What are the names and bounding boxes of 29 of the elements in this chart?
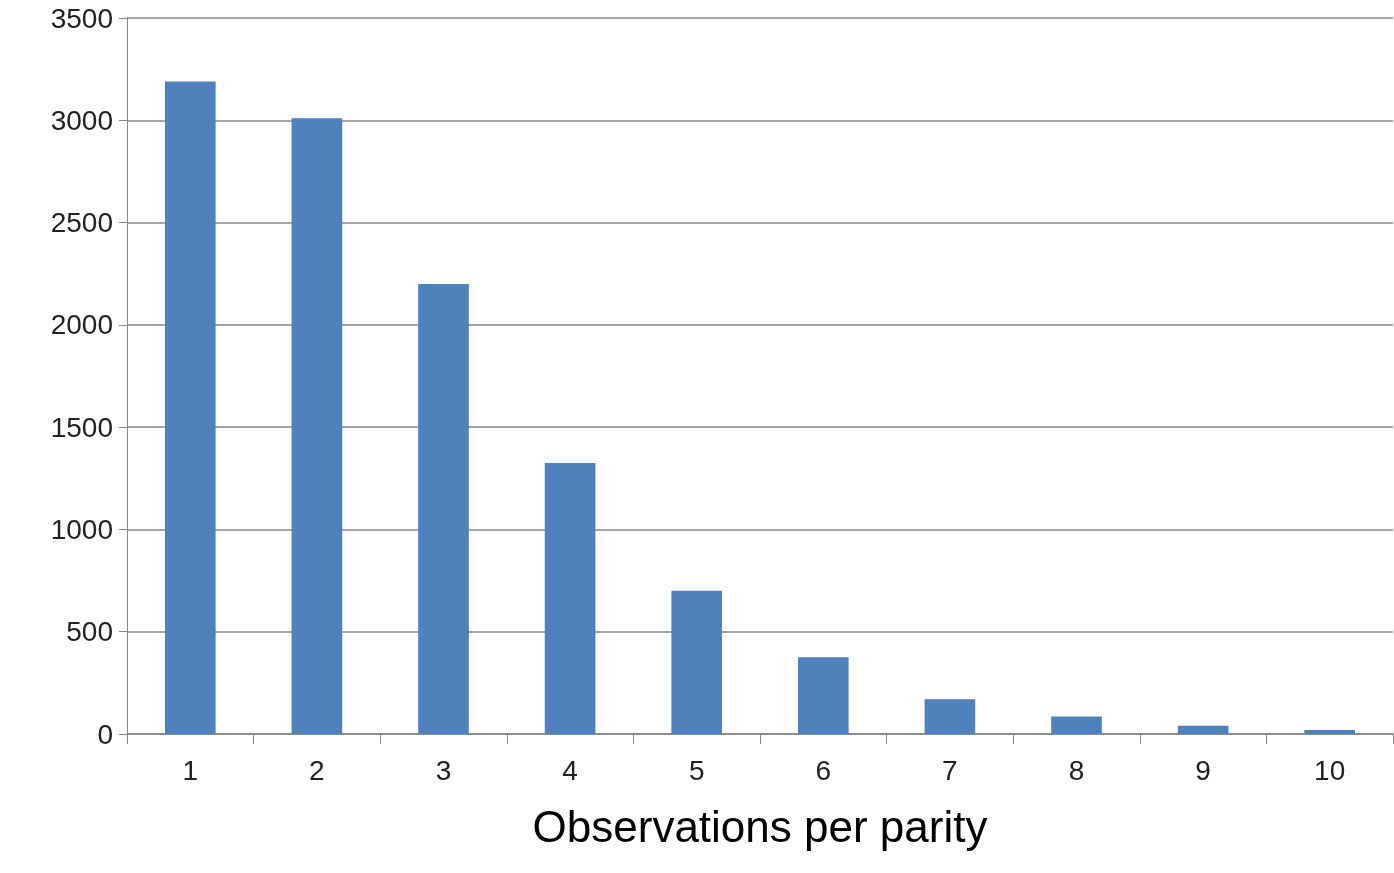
bar	[924, 699, 976, 734]
y-tick-label: 500	[66, 616, 113, 648]
x-tick-label: 2	[309, 754, 325, 786]
x-tick-label: 7	[942, 754, 958, 786]
x-tick-label: 8	[1068, 754, 1085, 786]
x-tick-label: 3	[435, 754, 452, 786]
x-tick-label: 1	[182, 754, 199, 786]
x-tick-label: 9	[1195, 754, 1211, 786]
y-tick-label: 2500	[50, 207, 113, 239]
x-tick-label: 4	[562, 754, 578, 786]
y-tick-label: 3000	[50, 104, 113, 136]
x-tick-label: 10	[1314, 754, 1346, 786]
y-tick-label: 3500	[50, 2, 113, 34]
bar	[291, 118, 343, 734]
bar	[1051, 716, 1102, 734]
bar	[544, 462, 596, 734]
bar	[1177, 725, 1229, 734]
bar	[797, 657, 849, 734]
x-axis-title: Observations per parity	[532, 801, 988, 851]
x-tick-label: 5	[688, 754, 705, 786]
y-tick-label: 1000	[50, 513, 113, 545]
x-tick-label: 6	[815, 754, 832, 786]
y-tick-label: 1500	[50, 411, 113, 443]
bar	[418, 283, 469, 734]
bar	[164, 81, 216, 734]
bar	[671, 590, 723, 734]
y-tick-label: 2000	[50, 309, 113, 341]
bar	[1304, 729, 1356, 734]
y-tick-label: 0	[97, 718, 113, 750]
